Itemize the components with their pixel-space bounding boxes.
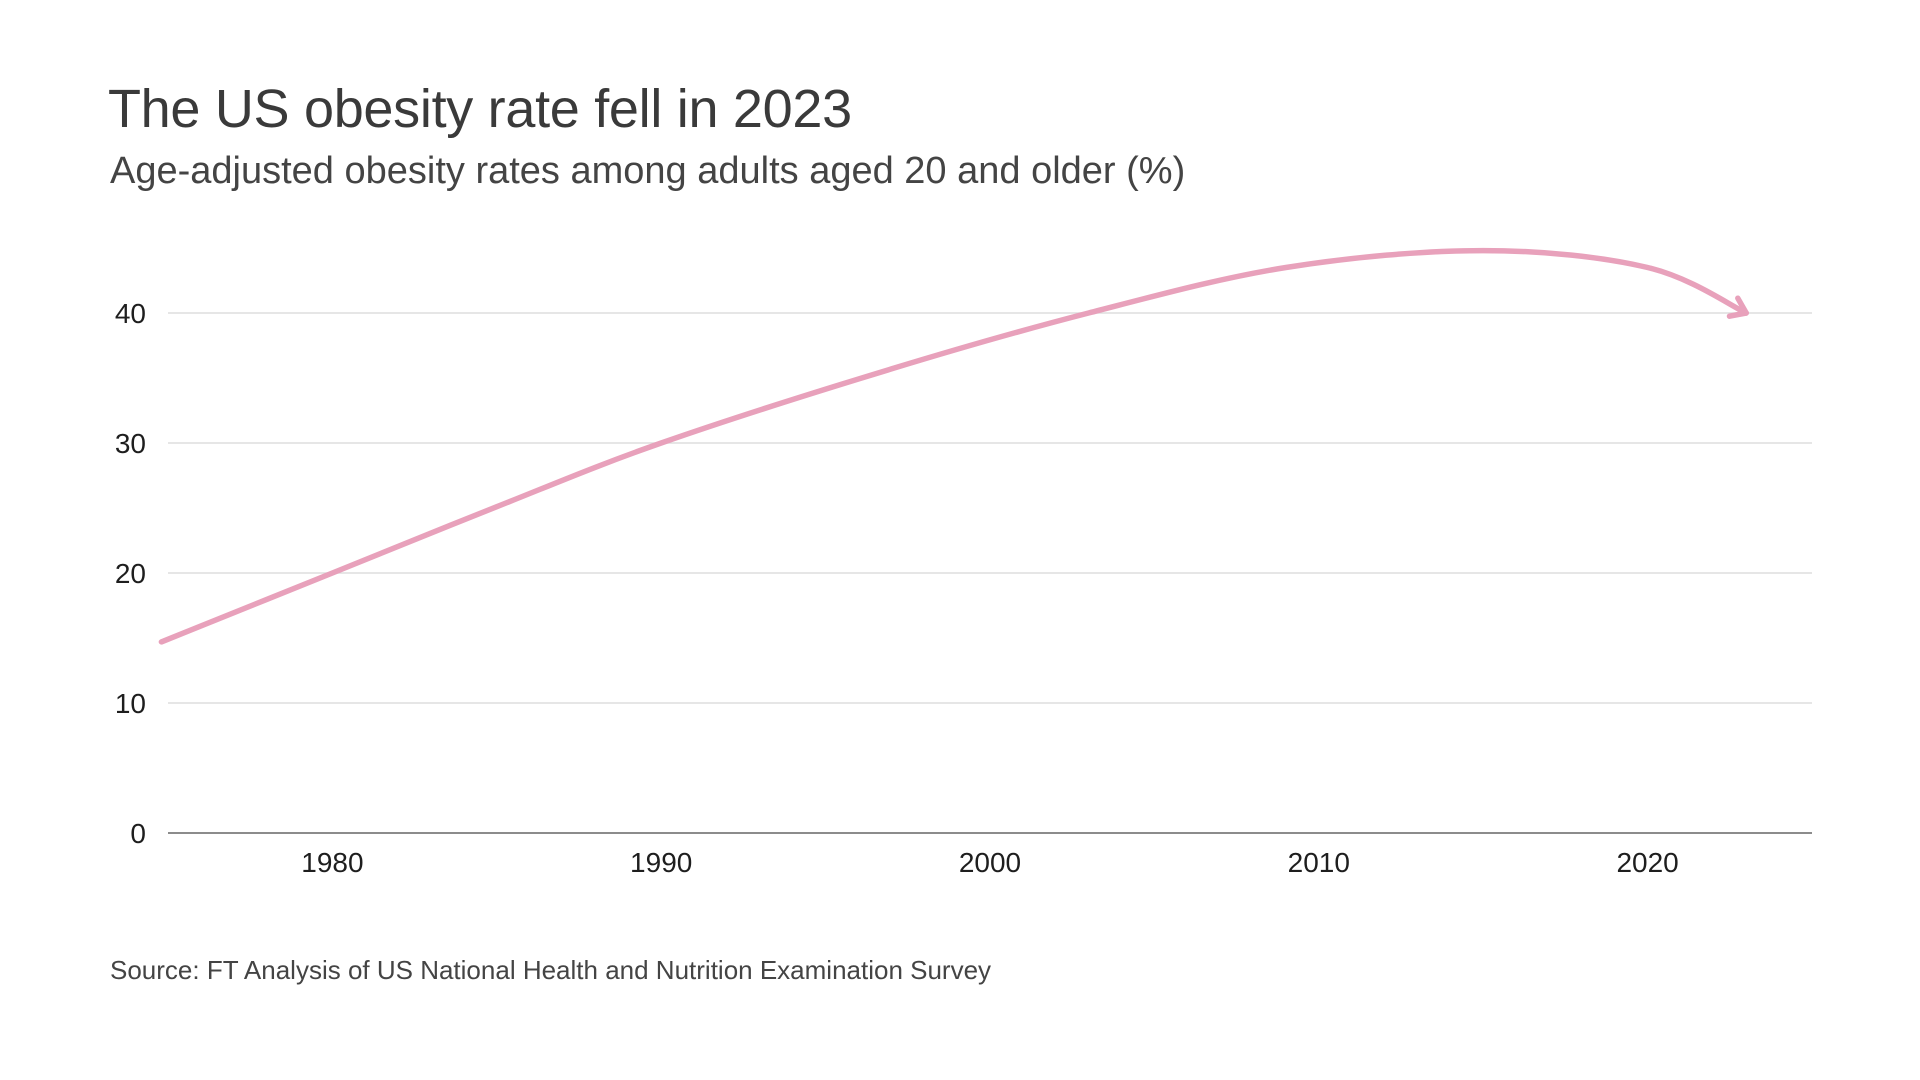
source-note: Source: FT Analysis of US National Healt…: [110, 955, 992, 985]
y-axis-tick-labels: 0 10 20 30 40: [115, 298, 146, 849]
x-tick-label: 1990: [630, 847, 692, 878]
y-tick-label: 10: [115, 688, 146, 719]
y-tick-label: 0: [130, 818, 146, 849]
x-tick-label: 1980: [301, 847, 363, 878]
x-tick-label: 2010: [1288, 847, 1350, 878]
x-tick-label: 2000: [959, 847, 1021, 878]
y-tick-label: 20: [115, 558, 146, 589]
arrowhead-icon: [1726, 295, 1749, 319]
x-tick-label: 2020: [1616, 847, 1678, 878]
chart-title: The US obesity rate fell in 2023: [108, 79, 852, 139]
x-axis-tick-labels: 1980 1990 2000 2010 2020: [301, 847, 1678, 878]
series-line-obesity-rate: [158, 247, 1749, 645]
y-tick-label: 30: [115, 428, 146, 459]
gridlines: [168, 312, 1812, 704]
series-layer: [158, 247, 1749, 645]
y-tick-label: 40: [115, 298, 146, 329]
chart-subtitle: Age-adjusted obesity rates among adults …: [110, 150, 1186, 192]
